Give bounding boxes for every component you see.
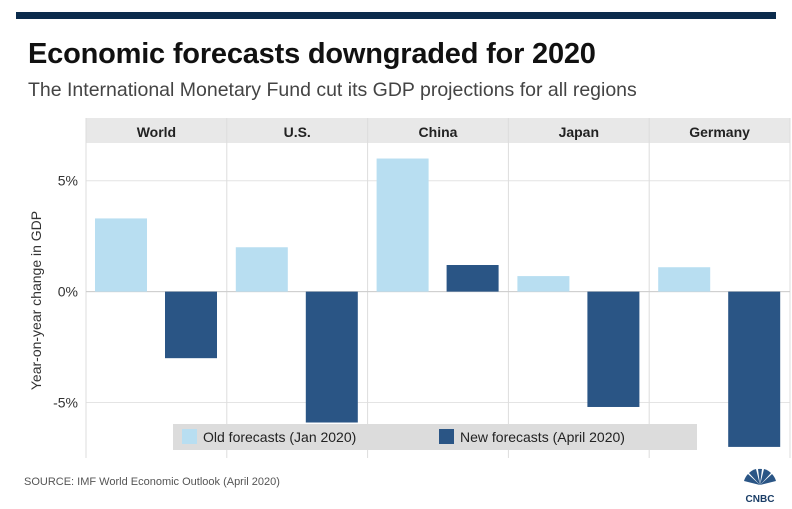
bar-old-germany [658, 267, 711, 292]
legend-label-old: Old forecasts (Jan 2020) [203, 429, 356, 445]
brand-top-bar [16, 12, 776, 19]
logo-text: CNBC [746, 494, 775, 504]
bar-old-world [95, 218, 147, 292]
bar-new-china [446, 265, 499, 292]
chart-title: Economic forecasts downgraded for 2020 [28, 38, 596, 70]
category-label: Japan [559, 124, 599, 140]
category-label: China [419, 124, 458, 140]
bar-new-germany [728, 291, 781, 447]
y-axis-label: Year-on-year change in GDP [28, 211, 44, 390]
bar-new-us [305, 291, 358, 423]
bar-old-us [235, 247, 288, 292]
y-tick-label: 0% [58, 284, 78, 300]
legend-box [173, 424, 697, 450]
bar-old-china [376, 158, 429, 292]
legend-swatch-new [439, 429, 454, 444]
y-tick-label: 5% [58, 173, 78, 189]
y-tick-label: -5% [53, 395, 78, 411]
legend-label-new: New forecasts (April 2020) [460, 429, 625, 445]
bar-new-japan [587, 291, 640, 407]
category-label: World [137, 124, 176, 140]
bar-old-japan [517, 276, 570, 292]
category-label: Germany [689, 124, 750, 140]
panel-header-band [86, 118, 790, 143]
bar-new-world [165, 291, 217, 359]
source-note: SOURCE: IMF World Economic Outlook (Apri… [24, 476, 280, 488]
legend-swatch-old [182, 429, 197, 444]
chart-subtitle: The International Monetary Fund cut its … [28, 79, 637, 101]
category-label: U.S. [284, 124, 311, 140]
cnbc-peacock-logo: CNBC [744, 468, 776, 504]
